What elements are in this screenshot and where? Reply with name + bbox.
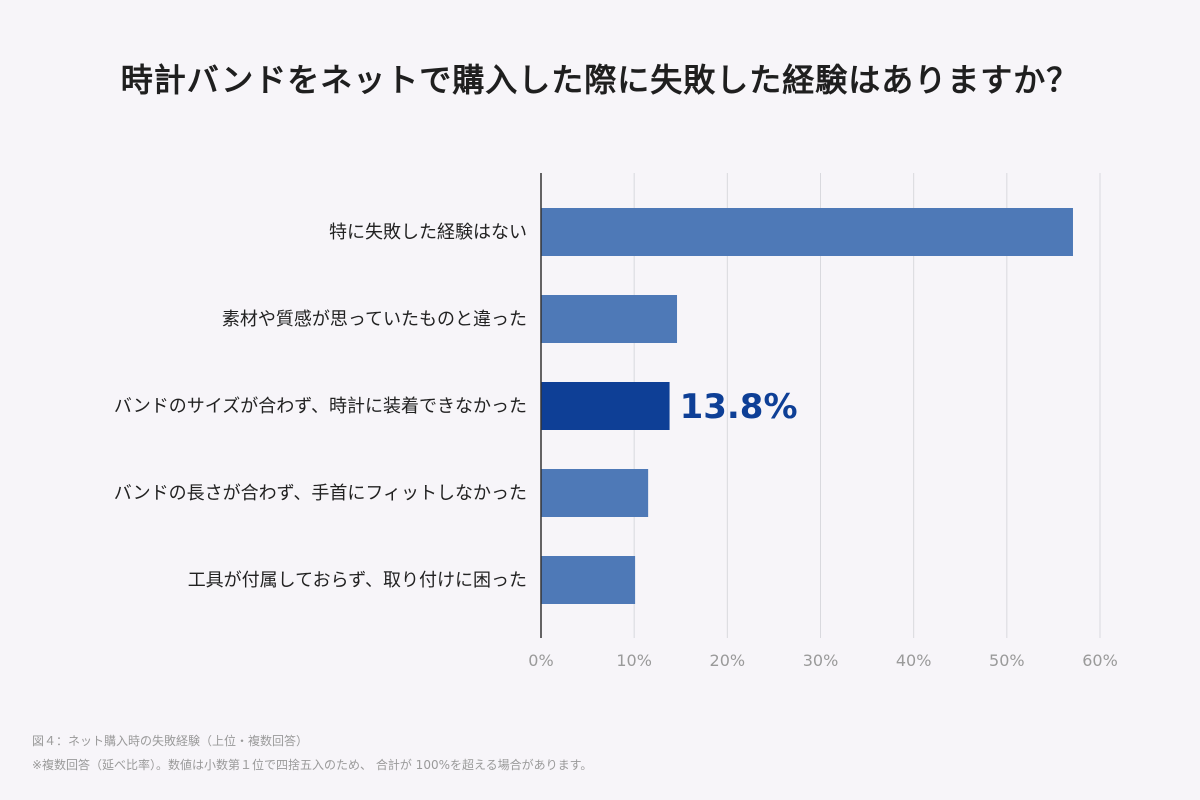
x-tick-label: 10% [616, 651, 652, 670]
figure-footnote: ※複数回答（延べ比率）。数値は小数第１位で四捨五入のため、 合計が 100%を超… [32, 758, 593, 772]
bar [541, 295, 678, 343]
chart-title: 時計バンドをネットで購入した際に失敗した経験はありますか？ [120, 61, 1080, 99]
bar [541, 556, 636, 604]
x-tick-label: 20% [710, 651, 746, 670]
bar [541, 469, 649, 517]
category-label: 特に失敗した経験はない [329, 222, 527, 243]
x-tick-label: 60% [1082, 651, 1118, 670]
x-tick-label: 50% [989, 651, 1025, 670]
x-tick-label: 0% [528, 651, 553, 670]
data-label: 13.8% [680, 387, 798, 427]
category-label: 素材や質感が思っていたものと違った [222, 309, 527, 330]
x-tick-label: 30% [803, 651, 839, 670]
bar [541, 208, 1073, 256]
category-label: 工具が付属しておらず、取り付けに困った [188, 570, 527, 591]
x-tick-label: 40% [896, 651, 932, 670]
bar [541, 382, 670, 430]
category-label: バンドの長さが合わず、手首にフィットしなかった [114, 483, 527, 504]
figure-caption: 図４：ネット購入時の失敗経験（上位・複数回答） [32, 734, 309, 748]
category-label: バンドのサイズが合わず、時計に装着できなかった [114, 396, 527, 417]
